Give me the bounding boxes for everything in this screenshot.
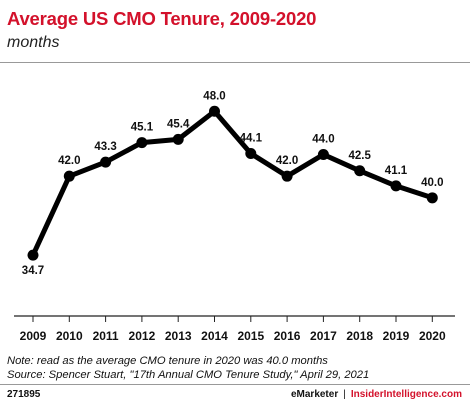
data-point: [209, 105, 220, 117]
data-label: 44.1: [240, 132, 263, 144]
data-point: [317, 149, 329, 161]
x-tick-label: 2011: [93, 329, 119, 343]
data-point: [390, 180, 402, 192]
x-tick-label: 2016: [274, 329, 301, 343]
chart-id: 271895: [7, 389, 41, 400]
data-label: 42.0: [58, 155, 80, 167]
x-tick-label: 2013: [165, 329, 192, 343]
data-point: [27, 249, 39, 261]
x-tick-label: 2010: [56, 329, 83, 343]
data-label: 44.0: [312, 134, 334, 146]
x-tick-label: 2014: [201, 329, 228, 343]
chart-title: Average US CMO Tenure, 2009-2020: [7, 8, 317, 29]
data-point: [354, 165, 366, 177]
brand-emarketer: eMarketer: [290, 389, 339, 400]
data-point: [172, 133, 184, 145]
brand-insiderintelligence-link[interactable]: InsiderIntelligence.com: [350, 389, 462, 400]
x-tick-label: 2019: [383, 329, 410, 343]
data-label: 34.7: [22, 265, 44, 277]
data-label: 42.0: [276, 155, 298, 167]
chart-note: Note: read as the average CMO tenure in …: [7, 355, 328, 367]
x-tick-label: 2018: [346, 329, 373, 343]
data-point: [63, 170, 75, 182]
x-tick-label: 2020: [419, 329, 446, 343]
data-label: 41.1: [385, 165, 408, 177]
data-point: [100, 156, 112, 168]
data-point: [281, 170, 293, 182]
data-point: [426, 192, 438, 204]
data-label: 42.5: [349, 150, 372, 162]
data-label: 43.3: [94, 141, 116, 153]
x-tick-label: 2015: [237, 329, 264, 343]
header-divider: [0, 62, 470, 63]
footer-divider: [0, 384, 470, 385]
x-tick-label: 2017: [310, 329, 337, 343]
data-label: 48.0: [203, 90, 225, 102]
x-tick-label: 2012: [129, 329, 156, 343]
series-line: [30, 108, 435, 258]
data-label: 45.1: [131, 122, 154, 134]
data-point: [136, 137, 148, 149]
chart-source: Source: Spencer Stuart, "17th Annual CMO…: [7, 369, 370, 381]
chart-subtitle: months: [7, 34, 60, 51]
x-tick-label: 2009: [20, 329, 47, 343]
brand-footer: eMarketer | InsiderIntelligence.com: [291, 389, 462, 400]
data-point: [245, 147, 257, 159]
data-label: 40.0: [421, 177, 443, 189]
brand-separator: |: [343, 389, 346, 400]
data-label: 45.4: [167, 118, 190, 130]
